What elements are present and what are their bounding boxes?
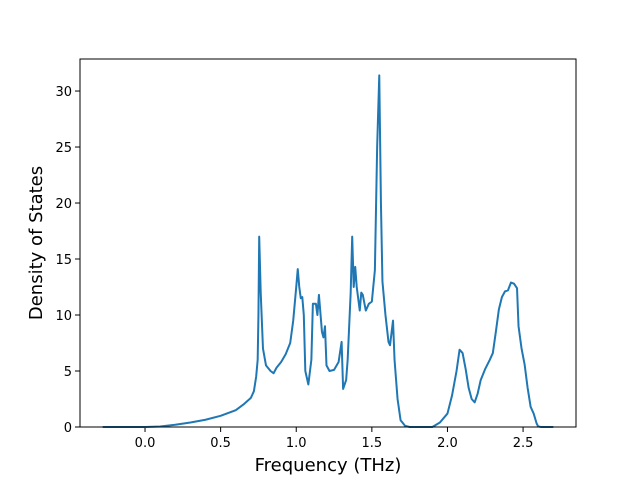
axes-frame bbox=[79, 58, 577, 428]
y-axis-label: Density of States bbox=[26, 166, 47, 320]
plot-area bbox=[80, 59, 576, 427]
x-tick-label: 1.0 bbox=[286, 436, 307, 451]
y-tick-label: 20 bbox=[55, 197, 72, 212]
y-tick-label: 5 bbox=[64, 365, 72, 380]
x-axis-label: Frequency (THz) bbox=[255, 455, 402, 476]
y-tick-label: 30 bbox=[55, 85, 72, 100]
y-tick-label: 10 bbox=[55, 309, 72, 324]
data-line bbox=[102, 74, 554, 428]
x-tick-label: 1.5 bbox=[362, 436, 383, 451]
x-tick-label: 2.5 bbox=[513, 436, 534, 451]
x-tick-label: 2.0 bbox=[437, 436, 458, 451]
y-tick-label: 15 bbox=[55, 253, 72, 268]
x-tick-label: 0.5 bbox=[210, 436, 231, 451]
y-tick-label: 25 bbox=[55, 141, 72, 156]
x-tick-label: 0.0 bbox=[135, 436, 156, 451]
y-tick-label: 0 bbox=[64, 421, 72, 436]
